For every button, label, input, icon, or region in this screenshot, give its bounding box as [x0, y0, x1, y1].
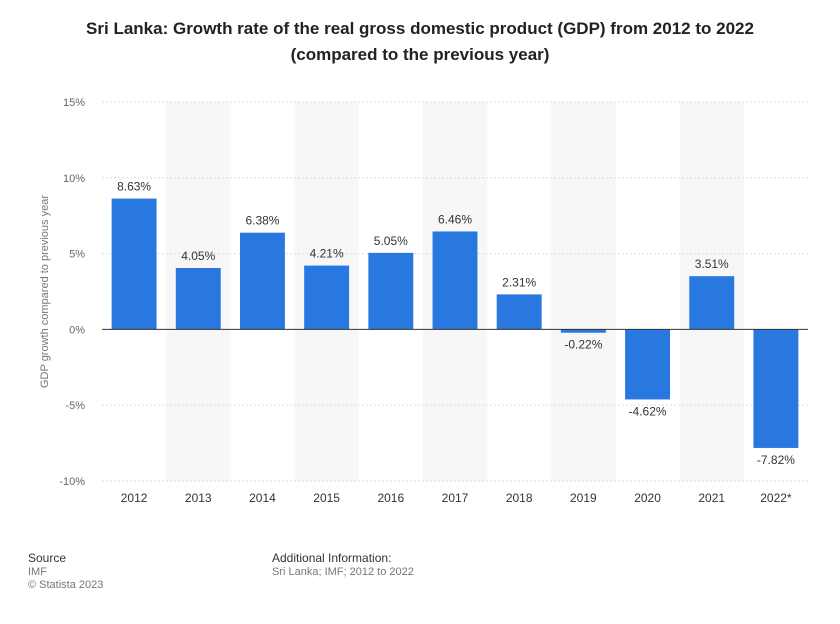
additional-info-text: Sri Lanka; IMF; 2012 to 2022 — [272, 566, 414, 578]
data-label: -7.82% — [757, 453, 795, 467]
chart-title-line-1: Sri Lanka: Growth rate of the real gross… — [86, 19, 754, 38]
y-axis-label: GDP growth compared to previous year — [39, 195, 51, 388]
y-tick-label: 15% — [63, 97, 85, 109]
y-tick-label: -5% — [65, 400, 85, 412]
bar-2016 — [368, 252, 414, 330]
source-name[interactable]: IMF — [28, 566, 47, 578]
data-label: 4.21% — [310, 247, 344, 261]
bar-2019 — [560, 329, 606, 333]
bar-2021 — [689, 276, 735, 330]
x-tick-label: 2013 — [185, 491, 212, 505]
x-tick-labels: 2012 2013 2014 2015 2016 2017 2018 2019 2020 2021… — [121, 491, 792, 505]
bar-2013 — [175, 268, 221, 330]
bar-2012 — [111, 198, 157, 330]
data-label: 5.05% — [374, 234, 408, 248]
data-label: 3.51% — [695, 257, 729, 271]
additional-info-block: Additional Information: Sri Lanka; IMF; … — [272, 552, 414, 579]
gridlines — [102, 101, 808, 482]
copyright: © Statista 2023 — [28, 579, 104, 591]
x-tick-label: 2015 — [313, 491, 340, 505]
bar-2018 — [496, 294, 542, 330]
y-tick-label: 0% — [69, 324, 85, 336]
data-label: 6.46% — [438, 212, 472, 226]
x-tick-label: 2014 — [249, 491, 276, 505]
data-label: 2.31% — [502, 275, 536, 289]
bar-2017 — [432, 231, 478, 330]
source-block: Source IMF © Statista 2023 — [28, 552, 103, 592]
bars — [111, 198, 799, 448]
data-label: 6.38% — [245, 214, 279, 228]
y-tick-labels: 15% 10% 5% 0% -5% -10% — [59, 97, 85, 488]
bar-2020 — [625, 329, 671, 400]
x-tick-label: 2022* — [760, 491, 792, 505]
x-tick-label: 2021 — [698, 491, 725, 505]
y-tick-label: 5% — [69, 249, 85, 261]
data-label: -4.62% — [629, 404, 667, 418]
bar-2022* — [753, 329, 799, 448]
x-tick-label: 2020 — [634, 491, 661, 505]
data-label: -0.22% — [564, 338, 602, 352]
x-tick-label: 2018 — [506, 491, 533, 505]
chart-title: Sri Lanka: Growth rate of the real gross… — [20, 16, 820, 68]
data-label: 8.63% — [117, 180, 151, 194]
additional-info-heading: Additional Information: — [272, 551, 392, 565]
chart-title-line-2: (compared to the previous year) — [290, 45, 550, 64]
y-tick-label: 10% — [63, 173, 85, 185]
x-tick-label: 2019 — [570, 491, 597, 505]
alternate-bands — [166, 102, 744, 481]
y-tick-label: -10% — [59, 476, 85, 488]
data-labels: 8.63% 4.05% 6.38% 4.21% 5.05% 6.46% 2.31% -0.22… — [117, 180, 795, 467]
bar-2014 — [239, 232, 285, 330]
x-tick-label: 2012 — [121, 491, 148, 505]
bar-2015 — [304, 265, 350, 330]
data-label: 4.05% — [181, 249, 215, 263]
x-tick-label: 2016 — [377, 491, 404, 505]
x-tick-label: 2017 — [442, 491, 469, 505]
source-heading: Source — [28, 551, 67, 565]
band-2019 — [551, 102, 616, 481]
bar-chart: 15% 10% 5% 0% -5% -10% 8.63% 4.05% 6.38% 4.21% 5.… — [39, 97, 808, 505]
